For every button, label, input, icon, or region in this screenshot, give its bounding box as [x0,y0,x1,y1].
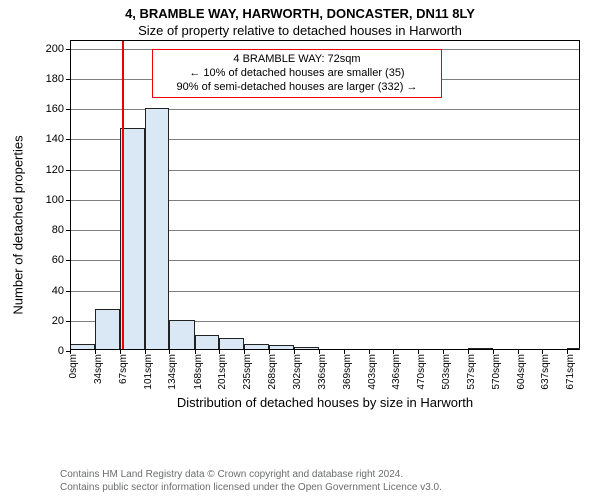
y-tick-label: 20 [52,315,64,327]
property-size-marker-line [122,41,124,350]
histogram-bar [195,335,219,350]
x-axis-line [70,349,579,350]
x-tick-label: 34sqm [93,354,104,384]
x-tick-label: 436sqm [391,354,402,390]
annotation-line: 90% of semi-detached houses are larger (… [161,81,433,95]
y-axis-line [70,41,71,350]
y-axis-label: Number of detached properties [11,135,26,314]
y-tick-mark [66,79,70,80]
x-tick-label: 369sqm [342,354,353,390]
y-tick-mark [66,321,70,322]
footer-attribution: Contains HM Land Registry data © Crown c… [60,469,590,494]
x-tick-label: 201sqm [217,354,228,390]
x-tick-label: 67sqm [118,354,129,384]
annotation-box: 4 BRAMBLE WAY: 72sqm← 10% of detached ho… [152,49,442,98]
x-tick-label: 168sqm [193,354,204,390]
y-tick-mark [66,230,70,231]
y-tick-mark [66,200,70,201]
histogram-bar [169,320,194,350]
y-tick-label: 200 [46,43,64,55]
histogram-bar [95,309,119,350]
x-tick-label: 235sqm [242,354,253,390]
y-tick-label: 80 [52,224,64,236]
histogram-bar [145,108,169,350]
y-tick-label: 60 [52,254,64,266]
x-tick-label: 268sqm [267,354,278,390]
annotation-line: 4 BRAMBLE WAY: 72sqm [161,53,433,67]
x-tick-label: 570sqm [491,354,502,390]
x-tick-label: 671sqm [565,354,576,390]
y-tick-label: 0 [58,345,64,357]
y-tick-mark [66,49,70,50]
x-tick-label: 0sqm [68,354,79,378]
y-tick-label: 100 [46,194,64,206]
y-tick-label: 140 [46,133,64,145]
y-tick-mark [66,260,70,261]
x-tick-label: 503sqm [441,354,452,390]
x-tick-label: 302sqm [292,354,303,390]
y-tick-label: 160 [46,103,64,115]
x-tick-label: 637sqm [540,354,551,390]
x-tick-label: 470sqm [416,354,427,390]
footer-line-2: Contains public sector information licen… [60,482,590,495]
footer-line-1: Contains HM Land Registry data © Crown c… [60,469,590,482]
chart-title-main: 4, BRAMBLE WAY, HARWORTH, DONCASTER, DN1… [0,0,600,21]
y-tick-mark [66,139,70,140]
x-tick-label: 336sqm [317,354,328,390]
x-axis-label: Distribution of detached houses by size … [70,395,580,410]
x-tick-label: 537sqm [466,354,477,390]
x-tick-label: 604sqm [516,354,527,390]
x-tick-label: 101sqm [143,354,154,390]
chart-area: Number of detached properties 4 BRAMBLE … [30,40,590,410]
annotation-line: ← 10% of detached houses are smaller (35… [161,67,433,81]
y-tick-mark [66,170,70,171]
y-tick-label: 180 [46,73,64,85]
x-tick-label: 403sqm [367,354,378,390]
plot-region: 4 BRAMBLE WAY: 72sqm← 10% of detached ho… [70,40,580,350]
y-tick-label: 40 [52,285,64,297]
chart-title-sub: Size of property relative to detached ho… [0,21,600,38]
y-tick-mark [66,109,70,110]
y-tick-label: 120 [46,164,64,176]
x-tick-label: 134sqm [167,354,178,390]
y-tick-mark [66,291,70,292]
